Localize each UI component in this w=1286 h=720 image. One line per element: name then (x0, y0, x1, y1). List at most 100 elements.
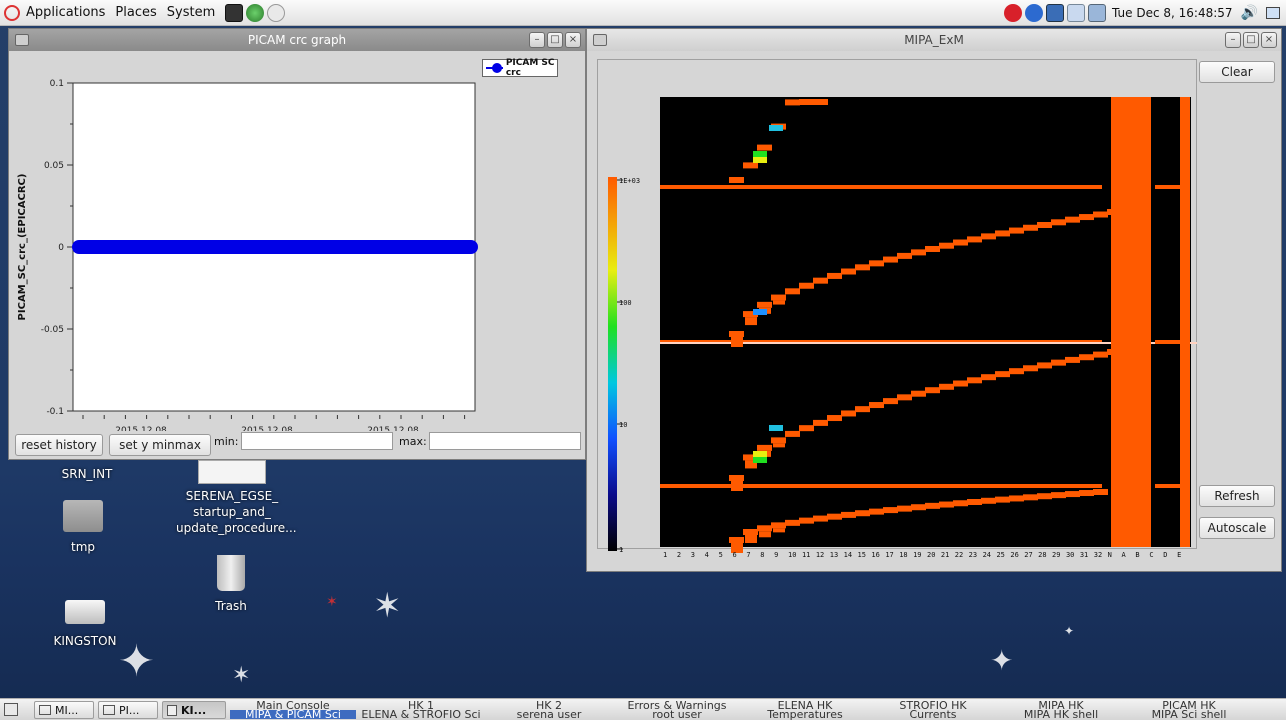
minimize-button[interactable]: – (1225, 32, 1241, 48)
counts-step (729, 331, 744, 337)
counts-step (1023, 224, 1038, 231)
show-desktop-icon[interactable] (4, 703, 18, 716)
workspace-4[interactable]: Errors & Warnings root user (614, 700, 740, 720)
workspace-6[interactable]: STROFIO HK Currents (870, 700, 996, 720)
search-icon[interactable] (1067, 4, 1086, 22)
workspace-sublabel: MIPA Sci shell (1151, 708, 1227, 720)
minimize-button[interactable]: – (529, 32, 545, 48)
x-tick-label: D (1163, 551, 1167, 559)
counts-step (939, 242, 954, 249)
desktop-icon-trash[interactable]: Trash (176, 555, 286, 613)
workspace-1[interactable]: Main Console MIPA & PICAM Sci (230, 700, 356, 720)
display-icon[interactable] (1046, 4, 1065, 22)
x-tick-label: 14 (844, 551, 852, 559)
mipa-exm-window: MIPA_ExM – □ × 1E+03 100 10 1 1 2 3 4 5 6 7 8 9 10 11 1… (586, 28, 1282, 572)
terminal-launcher-icon[interactable] (225, 3, 244, 22)
window-title: PICAM crc graph (247, 33, 347, 47)
counts-step (1093, 489, 1108, 495)
show-desktop-icon[interactable] (1266, 7, 1280, 19)
x-tick-label: 7 (746, 551, 750, 559)
picam-titlebar[interactable]: PICAM crc graph – □ × (9, 29, 585, 51)
counts-step (1023, 494, 1038, 501)
window-menu-icon[interactable] (15, 34, 29, 46)
x-tick-label: 18 (899, 551, 907, 559)
mipa-titlebar[interactable]: MIPA_ExM – □ × (587, 29, 1281, 51)
x-tick-label: E (1177, 551, 1181, 559)
counts-step (757, 301, 772, 308)
reset-history-button[interactable]: reset history (15, 434, 103, 456)
counts-step (813, 277, 828, 284)
x-tick-label: 12 (816, 551, 824, 559)
workspace-2[interactable]: HK 1 ELENA & STROFIO Sci (358, 700, 484, 720)
star-decoration: ✶ (326, 594, 338, 610)
set-y-minmax-button[interactable]: set y minmax (109, 434, 211, 456)
document-icon (198, 460, 266, 484)
window-icon (103, 705, 115, 715)
star-decoration: ✶ (373, 586, 402, 626)
workspace-5[interactable]: ELENA HK Temperatures (742, 700, 868, 720)
counts-cell (753, 457, 767, 463)
min-input[interactable] (241, 432, 393, 450)
close-button[interactable]: × (565, 32, 581, 48)
desktop-icon-tmp[interactable]: tmp (28, 500, 138, 554)
counts-step (729, 537, 744, 543)
window-menu-icon[interactable] (593, 34, 607, 46)
autoscale-button[interactable]: Autoscale (1199, 517, 1275, 539)
task-kingston[interactable]: KI... (162, 701, 226, 719)
counts-step (939, 383, 954, 390)
task-mipa[interactable]: MI... (34, 701, 94, 719)
counts-step (855, 510, 870, 517)
volume-icon[interactable]: 🔊 (1240, 5, 1258, 21)
x-tick-label: 5 (719, 551, 723, 559)
counts-step (743, 454, 758, 461)
places-menu[interactable]: Places (115, 5, 157, 20)
counts-step (911, 390, 926, 397)
close-button[interactable]: × (1261, 32, 1277, 48)
desktop-icon-kingston[interactable]: KINGSTON (30, 600, 140, 648)
counts-step (757, 525, 772, 532)
counts-step (799, 282, 814, 289)
update-notifier-icon[interactable] (1004, 4, 1023, 22)
accessibility-icon[interactable] (1025, 4, 1044, 22)
workspace-8[interactable]: PICAM HK MIPA Sci shell (1126, 700, 1252, 720)
clear-button[interactable]: Clear (1199, 61, 1275, 83)
counts-fill (731, 337, 743, 347)
x-tick-label: 30 (1066, 551, 1074, 559)
distro-logo-icon[interactable] (4, 4, 20, 21)
task-picam[interactable]: PI... (98, 701, 158, 719)
counts-step (1107, 349, 1122, 355)
counts-step (841, 268, 856, 275)
system-menu[interactable]: System (166, 5, 216, 20)
usb-drive-icon (65, 600, 105, 624)
counts-fill (745, 535, 757, 544)
clock[interactable]: Tue Dec 8, 16:48:57 (1112, 6, 1233, 20)
y-tick-label: 0 (58, 243, 64, 253)
counts-step (785, 519, 800, 526)
email-launcher-icon[interactable] (267, 3, 286, 22)
legend-marker (486, 63, 503, 73)
desktop-icon-srn-int[interactable]: SRN_INT (32, 467, 142, 481)
refresh-button[interactable]: Refresh (1199, 485, 1275, 507)
network-icon[interactable] (1088, 4, 1107, 22)
x-tick-label: 27 (1024, 551, 1032, 559)
desktop-icon-document[interactable]: SERENA_EGSE_ startup_and_ update_procedu… (176, 460, 297, 536)
counts-step (1065, 356, 1080, 363)
browser-launcher-icon[interactable] (246, 3, 265, 22)
y-tick-label: -0.05 (41, 325, 64, 335)
workspace-7[interactable]: MIPA HK MIPA HK shell (998, 700, 1124, 720)
workspace-sublabel: ELENA & STROFIO Sci (361, 708, 481, 720)
maximize-button[interactable]: □ (547, 32, 563, 48)
colorbar-label: 10 (619, 421, 627, 429)
max-input[interactable] (429, 432, 581, 450)
counts-cell (769, 425, 783, 431)
workspace-label: STROFIO HK (899, 700, 967, 712)
picam-chart: 0.1 0.05 0 -0.05 -0.1 PICAM_SC_crc_(EPICACRC)… (17, 79, 478, 431)
maximize-button[interactable]: □ (1243, 32, 1259, 48)
counts-step (883, 398, 898, 405)
applications-menu[interactable]: Applications (26, 5, 106, 20)
x-tick-label: 31 (1080, 551, 1088, 559)
x-tick-label: 22 (955, 551, 963, 559)
workspace-3[interactable]: HK 2 serena user (486, 700, 612, 720)
counts-step (729, 475, 744, 481)
